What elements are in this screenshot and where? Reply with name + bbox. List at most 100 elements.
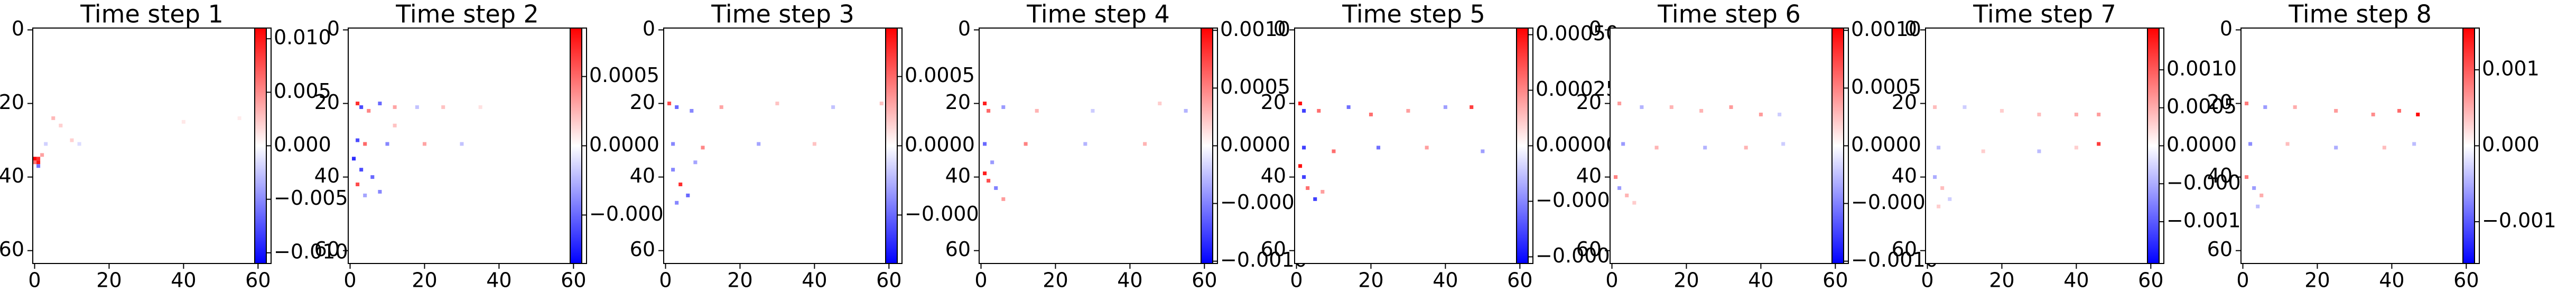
colorbar-tick-label: −0.0005 — [1851, 190, 1938, 214]
heatmap-cell — [690, 108, 694, 113]
heatmap-cell — [1024, 142, 1028, 146]
heatmap-cell — [1937, 146, 1941, 150]
x-tick-label: 60 — [2138, 269, 2163, 292]
y-tick-label: 0 — [2220, 17, 2233, 40]
heatmap-cell — [385, 142, 389, 146]
y-tick-label: 60 — [945, 238, 971, 261]
heatmap-cell — [59, 123, 63, 128]
heatmap-cell — [33, 160, 37, 165]
heatmap-cell — [1143, 142, 1147, 146]
x-tick-label: 40 — [486, 269, 512, 292]
y-tick-label: 0 — [958, 17, 971, 40]
colorbar-tick-label: −0.0010 — [2166, 209, 2254, 232]
heatmap-background — [1610, 28, 1848, 263]
x-tick-label: 40 — [1117, 269, 1142, 292]
heatmap-cell — [40, 153, 44, 157]
heatmap-cell — [356, 102, 360, 106]
heatmap-cell — [983, 142, 987, 146]
heatmap-cell — [51, 116, 55, 120]
x-tick-label: 60 — [876, 269, 901, 292]
heatmap-cell — [2397, 108, 2402, 113]
heatmap-cell — [1091, 108, 1095, 113]
heatmap-cell — [1035, 108, 1039, 113]
colorbar-tick-label: 0.0010 — [2166, 57, 2237, 80]
colorbar — [2147, 28, 2160, 264]
panel-title: Time step 1 — [80, 0, 224, 29]
x-tick-label: 0 — [659, 269, 672, 292]
x-tick-label: 20 — [727, 269, 752, 292]
heatmap-cell — [1470, 105, 1474, 109]
heatmap-cell — [2074, 112, 2078, 116]
heatmap-cell — [1298, 164, 1303, 168]
heatmap-cell — [2097, 112, 2101, 116]
colorbar-tick-label: −0.010 — [274, 240, 348, 263]
y-tick-label: 40 — [1576, 164, 1602, 187]
heatmap-cell — [352, 157, 356, 161]
y-tick-label: 20 — [2207, 90, 2233, 114]
heatmap-cell — [2037, 112, 2041, 116]
colorbar — [2462, 28, 2475, 264]
heatmap-cell — [1313, 197, 1317, 201]
colorbar-tick-label: 0.00025 — [1536, 77, 1619, 101]
heatmap-cell — [686, 193, 690, 197]
heatmap-cell — [1302, 108, 1306, 113]
heatmap-cell — [36, 157, 41, 161]
x-tick-label: 20 — [1043, 269, 1068, 292]
x-tick-label: 20 — [2304, 269, 2330, 292]
heatmap-cell — [378, 189, 382, 194]
colorbar — [1516, 28, 1529, 264]
y-tick-label: 60 — [0, 238, 24, 261]
x-tick-label: 20 — [96, 269, 122, 292]
heatmap-cell — [983, 102, 987, 106]
heatmap-cell — [363, 193, 367, 197]
heatmap-cell — [359, 168, 364, 172]
heatmap-cell — [1617, 102, 1622, 106]
heatmap-cell — [1621, 142, 1625, 146]
colorbar — [254, 28, 267, 264]
colorbar-tick-label: 0.0005 — [2166, 95, 2237, 118]
heatmap-cell — [2371, 112, 2375, 116]
heatmap-cell — [812, 142, 816, 146]
colorbar-tick-label: −0.0010 — [1851, 248, 1938, 271]
heatmap-cell — [2245, 102, 2249, 106]
y-tick-label: 20 — [314, 90, 340, 114]
heatmap-cell — [44, 142, 48, 146]
heatmap-cell — [987, 179, 991, 183]
y-tick-label: 40 — [1892, 164, 1917, 187]
y-tick-label: 60 — [314, 238, 340, 261]
colorbar-tick-label: 0.000 — [2482, 133, 2540, 156]
heatmap-cell — [2416, 112, 2420, 116]
colorbar — [1201, 28, 1213, 264]
heatmap-cell — [2037, 149, 2041, 153]
heatmap-cell — [378, 102, 382, 106]
heatmap-cell — [2334, 146, 2338, 150]
y-tick-label: 20 — [945, 90, 971, 114]
heatmap-cell — [757, 142, 761, 146]
colorbar-tick-label: 0.0005 — [1220, 75, 1290, 98]
heatmap-background — [664, 28, 902, 263]
x-tick-label: 0 — [2236, 269, 2249, 292]
heatmap-cell — [678, 183, 683, 186]
heatmap-cell — [460, 142, 464, 146]
x-tick-label: 40 — [1748, 269, 1773, 292]
heatmap-cell — [1614, 175, 1618, 179]
colorbar-tick-label: 0.001 — [2482, 57, 2540, 80]
colorbar — [1831, 28, 1844, 264]
heatmap-cell — [1744, 146, 1748, 150]
x-tick-label: 20 — [412, 269, 437, 292]
colorbar-tick-label: 0.000 — [274, 133, 331, 156]
x-tick-label: 20 — [1989, 269, 2014, 292]
x-tick-label: 40 — [2063, 269, 2089, 292]
heatmap-cell — [2334, 108, 2338, 113]
heatmap-cell — [1332, 149, 1336, 153]
x-tick-label: 20 — [1358, 269, 1383, 292]
colorbar-tick-label: 0.00050 — [1536, 22, 1619, 45]
x-tick-label: 0 — [1605, 269, 1618, 292]
panel-title: Time step 4 — [1026, 0, 1170, 29]
y-tick-label: 40 — [630, 164, 655, 187]
heatmap-cell — [1320, 189, 1325, 194]
y-tick-label: 40 — [945, 164, 971, 187]
y-tick-label: 40 — [0, 164, 24, 187]
heatmap-cell — [77, 142, 81, 146]
heatmap-cell — [1317, 108, 1321, 113]
